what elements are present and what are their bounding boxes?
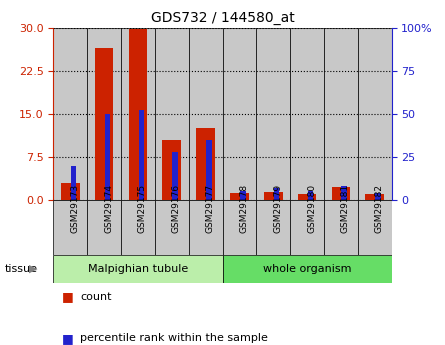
Text: GSM29181: GSM29181	[341, 184, 350, 233]
Title: GDS732 / 144580_at: GDS732 / 144580_at	[150, 11, 295, 25]
Bar	[121, 200, 155, 255]
Text: GSM29178: GSM29178	[239, 184, 248, 233]
Bar	[95, 48, 113, 200]
Text: ■: ■	[62, 332, 74, 345]
Bar	[53, 28, 87, 200]
Bar	[375, 193, 381, 200]
Text: GSM29173: GSM29173	[70, 184, 79, 233]
Bar	[53, 255, 222, 283]
Bar	[290, 28, 324, 200]
Bar	[155, 200, 189, 255]
Bar	[61, 183, 80, 200]
Bar	[138, 110, 144, 200]
Bar	[256, 28, 290, 200]
Bar	[172, 152, 178, 200]
Text: GSM29175: GSM29175	[138, 184, 147, 233]
Bar	[121, 28, 155, 200]
Bar	[324, 28, 358, 200]
Bar	[324, 200, 358, 255]
Bar	[332, 187, 350, 200]
Bar	[189, 28, 222, 200]
Bar	[230, 193, 249, 200]
Bar	[307, 191, 313, 200]
Text: GSM29176: GSM29176	[172, 184, 181, 233]
Bar	[274, 188, 279, 200]
Bar	[256, 200, 290, 255]
Text: tissue: tissue	[4, 264, 37, 274]
Bar	[162, 140, 181, 200]
Bar	[290, 200, 324, 255]
Text: Malpighian tubule: Malpighian tubule	[88, 264, 188, 274]
Bar	[155, 28, 189, 200]
Bar	[264, 192, 283, 200]
Bar	[87, 28, 121, 200]
Bar	[365, 194, 384, 200]
Text: count: count	[80, 292, 112, 302]
Text: whole organism: whole organism	[263, 264, 351, 274]
Text: ▶: ▶	[29, 264, 38, 274]
Bar	[358, 200, 392, 255]
Bar	[71, 166, 77, 200]
Text: percentile rank within the sample: percentile rank within the sample	[80, 333, 268, 343]
Text: GSM29174: GSM29174	[104, 184, 113, 233]
Bar	[240, 191, 246, 200]
Text: GSM29180: GSM29180	[307, 184, 316, 233]
Text: GSM29182: GSM29182	[375, 184, 384, 233]
Bar	[196, 128, 215, 200]
Bar	[105, 114, 110, 200]
Bar	[206, 140, 212, 200]
Bar	[222, 255, 392, 283]
Bar	[298, 194, 316, 200]
Text: GSM29177: GSM29177	[206, 184, 214, 233]
Bar	[87, 200, 121, 255]
Bar	[53, 200, 87, 255]
Bar	[358, 28, 392, 200]
Bar	[222, 28, 256, 200]
Text: GSM29179: GSM29179	[273, 184, 282, 233]
Bar	[189, 200, 222, 255]
Bar	[222, 200, 256, 255]
Text: ■: ■	[62, 290, 74, 303]
Bar	[129, 29, 147, 200]
Bar	[341, 186, 347, 200]
